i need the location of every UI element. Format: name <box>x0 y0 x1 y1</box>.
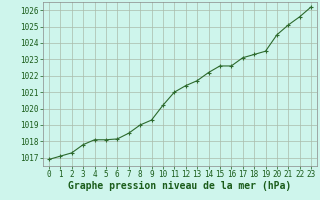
X-axis label: Graphe pression niveau de la mer (hPa): Graphe pression niveau de la mer (hPa) <box>68 181 292 191</box>
